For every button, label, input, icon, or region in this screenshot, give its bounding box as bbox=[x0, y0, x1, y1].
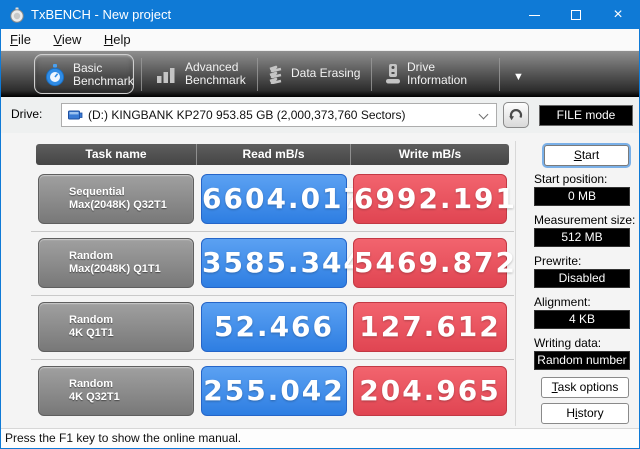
column-header-read: Read mB/s bbox=[197, 144, 351, 165]
toolbar-more-button[interactable]: ▼ bbox=[513, 71, 524, 83]
history-button[interactable]: History bbox=[541, 403, 629, 424]
read-value: 3585.344 bbox=[201, 238, 363, 288]
column-header-task-name: Task name bbox=[36, 144, 197, 165]
window-title: TxBENCH - New project bbox=[31, 7, 172, 22]
task-button-random-4k-q1t1[interactable]: Random 4K Q1T1 bbox=[38, 302, 194, 352]
tab-label: Drive Information bbox=[407, 60, 468, 87]
toolbar-separator bbox=[371, 58, 372, 91]
row-separator bbox=[31, 231, 514, 232]
minimize-button[interactable] bbox=[513, 1, 555, 29]
write-value: 204.965 bbox=[353, 366, 507, 416]
writing-data-label: Writing data: bbox=[534, 336, 602, 350]
menu-bar: File View Help bbox=[1, 29, 639, 51]
toolbar-separator bbox=[257, 58, 258, 91]
disk-drive-icon bbox=[68, 110, 83, 120]
measurement-size-value[interactable]: 512 MB bbox=[534, 228, 630, 247]
chevron-down-icon bbox=[478, 109, 489, 120]
erase-waves-icon bbox=[269, 65, 282, 84]
maximize-button[interactable] bbox=[555, 1, 597, 29]
alignment-label: Alignment: bbox=[534, 295, 591, 309]
write-value: 127.612 bbox=[353, 302, 507, 352]
write-value: 5469.872 bbox=[353, 238, 515, 288]
tab-label: Basic Benchmark bbox=[73, 61, 134, 88]
status-message: Press the F1 key to show the online manu… bbox=[5, 431, 242, 445]
menu-view[interactable]: View bbox=[53, 32, 82, 47]
tab-basic-benchmark[interactable]: Basic Benchmark bbox=[34, 54, 134, 94]
task-options-button[interactable]: Task options bbox=[541, 377, 629, 398]
panel-divider bbox=[515, 141, 516, 426]
task-button-random-q1t1[interactable]: Random Max(2048K) Q1T1 bbox=[38, 238, 194, 288]
close-icon: × bbox=[613, 6, 623, 23]
title-bar: TxBENCH - New project × bbox=[1, 1, 639, 29]
toolbar-separator bbox=[141, 58, 142, 91]
tab-data-erasing[interactable]: Data Erasing bbox=[265, 54, 365, 94]
drive-select[interactable]: (D:) KINGBANK KP270 953.85 GB (2,000,373… bbox=[61, 103, 497, 127]
drive-select-value: (D:) KINGBANK KP270 953.85 GB (2,000,373… bbox=[88, 108, 406, 122]
tab-drive-information[interactable]: Drive Information bbox=[379, 54, 489, 94]
row-separator bbox=[31, 295, 514, 296]
row-separator bbox=[31, 359, 514, 360]
status-bar: Press the F1 key to show the online manu… bbox=[1, 428, 639, 448]
writing-data-value[interactable]: Random number bbox=[534, 351, 630, 370]
drive-row: Drive: (D:) KINGBANK KP270 953.85 GB (2,… bbox=[1, 97, 639, 133]
read-value: 52.466 bbox=[201, 302, 347, 352]
start-position-label: Start position: bbox=[534, 172, 608, 186]
write-value: 6992.191 bbox=[353, 174, 515, 224]
bar-chart-icon bbox=[157, 68, 175, 83]
alignment-value[interactable]: 4 KB bbox=[534, 310, 630, 329]
read-value: 6604.017 bbox=[201, 174, 363, 224]
measurement-size-label: Measurement size: bbox=[534, 213, 636, 227]
start-button[interactable]: Start bbox=[544, 145, 629, 166]
close-button[interactable]: × bbox=[597, 1, 639, 29]
toolbar: Basic Benchmark Advanced Benchmark Data Er… bbox=[1, 51, 639, 97]
refresh-icon bbox=[509, 109, 523, 121]
prewrite-value[interactable]: Disabled bbox=[534, 269, 630, 288]
task-button-random-4k-q32t1[interactable]: Random 4K Q32T1 bbox=[38, 366, 194, 416]
stopwatch-icon bbox=[45, 64, 65, 87]
read-value: 255.042 bbox=[201, 366, 347, 416]
minimize-icon bbox=[528, 14, 540, 16]
table-header: Task name Read mB/s Write mB/s bbox=[36, 144, 509, 165]
menu-file[interactable]: File bbox=[10, 32, 31, 47]
refresh-drives-button[interactable] bbox=[503, 102, 529, 128]
tab-label: Advanced Benchmark bbox=[185, 60, 246, 87]
file-mode-button[interactable]: FILE mode bbox=[539, 105, 633, 126]
column-header-write: Write mB/s bbox=[398, 147, 462, 161]
menu-help[interactable]: Help bbox=[103, 32, 131, 47]
drive-label: Drive: bbox=[11, 107, 43, 121]
task-button-sequential-q32t1[interactable]: Sequential Max(2048K) Q32T1 bbox=[38, 174, 194, 224]
toolbar-separator bbox=[499, 58, 500, 91]
start-position-value[interactable]: 0 MB bbox=[534, 187, 630, 206]
drive-icon bbox=[386, 64, 400, 84]
window-controls: × bbox=[513, 1, 639, 29]
app-icon bbox=[10, 7, 24, 23]
tab-advanced-benchmark[interactable]: Advanced Benchmark bbox=[151, 54, 251, 94]
maximize-icon bbox=[571, 10, 581, 20]
tab-label: Data Erasing bbox=[291, 66, 361, 80]
prewrite-label: Prewrite: bbox=[534, 254, 582, 268]
